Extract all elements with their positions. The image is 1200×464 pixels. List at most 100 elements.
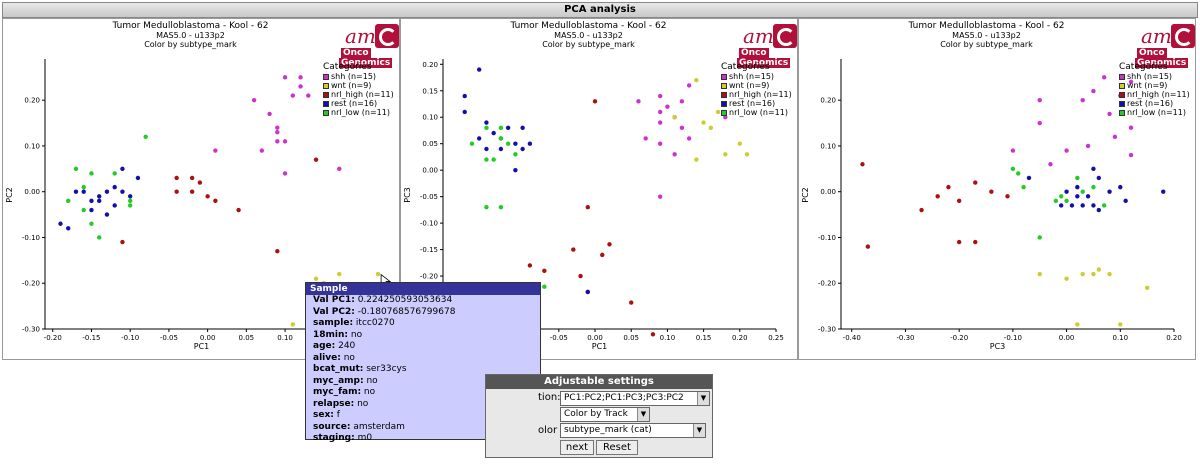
- data-point[interactable]: [58, 221, 63, 226]
- data-point[interactable]: [585, 289, 590, 295]
- data-point[interactable]: [919, 207, 924, 213]
- data-point[interactable]: [213, 198, 218, 204]
- color-mode-select[interactable]: Color by Track ▼: [560, 407, 650, 422]
- data-point[interactable]: [81, 207, 86, 213]
- data-point[interactable]: [592, 99, 598, 104]
- data-point[interactable]: [723, 115, 728, 120]
- data-point[interactable]: [679, 99, 685, 104]
- data-point[interactable]: [686, 136, 692, 141]
- data-point[interactable]: [73, 189, 79, 194]
- data-point[interactable]: [484, 157, 489, 162]
- data-point[interactable]: [1026, 175, 1032, 181]
- data-point[interactable]: [1037, 120, 1042, 126]
- data-point[interactable]: [520, 146, 525, 152]
- data-point[interactable]: [1107, 271, 1112, 277]
- data-point[interactable]: [1080, 189, 1085, 194]
- data-point[interactable]: [1128, 79, 1134, 85]
- data-point[interactable]: [1059, 194, 1064, 199]
- data-point[interactable]: [462, 93, 467, 99]
- data-point[interactable]: [657, 141, 663, 146]
- data-point[interactable]: [112, 184, 117, 190]
- data-point[interactable]: [290, 93, 296, 98]
- data-point[interactable]: [636, 99, 641, 104]
- data-point[interactable]: [1091, 88, 1096, 94]
- data-point[interactable]: [1016, 171, 1021, 176]
- data-point[interactable]: [527, 141, 533, 146]
- data-point[interactable]: [484, 205, 489, 210]
- data-point[interactable]: [275, 125, 280, 130]
- data-point[interactable]: [81, 184, 86, 190]
- data-point[interactable]: [650, 332, 656, 337]
- data-point[interactable]: [1096, 207, 1102, 213]
- data-point[interactable]: [462, 109, 467, 115]
- data-point[interactable]: [1096, 175, 1102, 181]
- data-point[interactable]: [104, 189, 110, 194]
- data-point[interactable]: [282, 75, 288, 80]
- data-point[interactable]: [1096, 267, 1102, 272]
- data-point[interactable]: [542, 284, 547, 289]
- data-point[interactable]: [1005, 194, 1010, 199]
- data-point[interactable]: [498, 146, 504, 152]
- data-point[interactable]: [935, 194, 940, 199]
- data-point[interactable]: [744, 152, 750, 157]
- data-point[interactable]: [290, 322, 296, 327]
- data-point[interactable]: [1128, 152, 1134, 158]
- data-point[interactable]: [513, 141, 518, 146]
- data-point[interactable]: [679, 125, 685, 131]
- data-point[interactable]: [298, 75, 303, 80]
- data-point[interactable]: [282, 139, 288, 144]
- data-point[interactable]: [1075, 194, 1080, 199]
- data-point[interactable]: [657, 93, 663, 99]
- data-point[interactable]: [657, 194, 663, 199]
- data-point[interactable]: [1037, 235, 1042, 240]
- data-point[interactable]: [275, 249, 280, 254]
- data-point[interactable]: [1091, 203, 1096, 208]
- data-point[interactable]: [946, 184, 951, 190]
- data-point[interactable]: [1010, 166, 1016, 172]
- data-point[interactable]: [1069, 203, 1075, 208]
- data-point[interactable]: [298, 84, 303, 89]
- data-point[interactable]: [657, 109, 663, 115]
- data-point[interactable]: [89, 198, 94, 204]
- data-point[interactable]: [723, 152, 728, 157]
- data-point[interactable]: [375, 271, 381, 277]
- data-point[interactable]: [694, 77, 699, 83]
- data-point[interactable]: [89, 221, 94, 226]
- data-point[interactable]: [1118, 322, 1123, 327]
- data-point[interactable]: [686, 83, 692, 88]
- data-point[interactable]: [120, 239, 125, 245]
- data-point[interactable]: [513, 152, 518, 157]
- reset-button[interactable]: Reset: [596, 440, 638, 455]
- data-point[interactable]: [189, 189, 195, 194]
- data-point[interactable]: [578, 273, 583, 279]
- data-point[interactable]: [1075, 184, 1080, 190]
- data-point[interactable]: [956, 198, 962, 204]
- data-point[interactable]: [174, 175, 179, 181]
- data-point[interactable]: [112, 171, 117, 176]
- data-point[interactable]: [629, 300, 634, 305]
- data-point[interactable]: [143, 134, 148, 139]
- data-point[interactable]: [1161, 189, 1166, 194]
- data-point[interactable]: [189, 175, 195, 181]
- data-point[interactable]: [484, 146, 489, 152]
- data-point[interactable]: [135, 175, 141, 181]
- data-point[interactable]: [337, 166, 342, 172]
- data-point[interactable]: [491, 157, 496, 162]
- data-point[interactable]: [89, 171, 94, 176]
- data-point[interactable]: [104, 212, 110, 217]
- data-point[interactable]: [1075, 175, 1080, 181]
- data-point[interactable]: [498, 125, 504, 131]
- data-point[interactable]: [275, 139, 280, 144]
- data-point[interactable]: [665, 104, 670, 109]
- data-point[interactable]: [236, 207, 241, 213]
- data-point[interactable]: [476, 136, 482, 141]
- data-point[interactable]: [694, 157, 699, 162]
- data-point[interactable]: [484, 120, 489, 125]
- data-point[interactable]: [1064, 198, 1069, 204]
- data-point[interactable]: [313, 276, 319, 281]
- data-point[interactable]: [1101, 75, 1107, 80]
- data-point[interactable]: [1053, 198, 1059, 204]
- data-point[interactable]: [571, 247, 576, 252]
- data-point[interactable]: [1107, 111, 1112, 117]
- data-point[interactable]: [275, 130, 280, 135]
